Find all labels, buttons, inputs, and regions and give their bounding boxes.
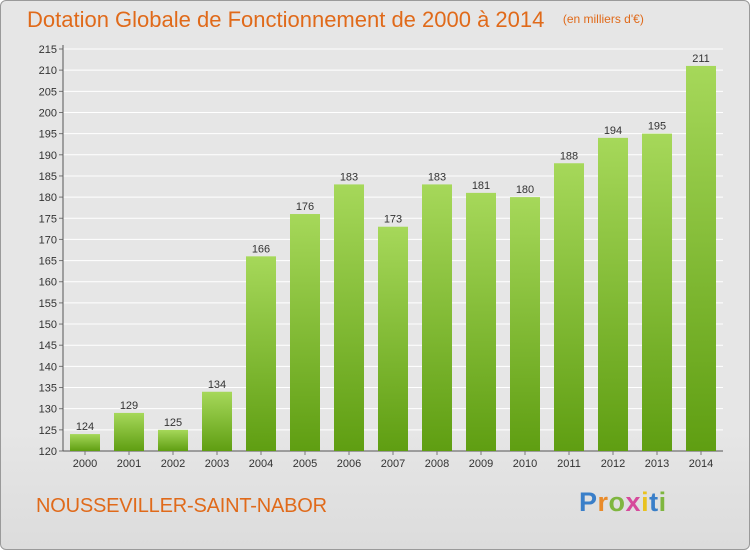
proxiti-logo: Proxiti (579, 487, 667, 517)
x-tick-label: 2011 (557, 458, 581, 470)
x-tick-label: 2008 (425, 458, 449, 470)
bar-2005 (290, 214, 320, 451)
bar-2009 (466, 192, 496, 451)
unit-note: (en milliers d'€) (562, 12, 644, 26)
data-label: 166 (252, 243, 270, 255)
bar-2007 (378, 226, 408, 451)
y-tick-label: 165 (39, 256, 57, 268)
town-name: NOUSSEVILLER-SAINT-NABOR (36, 495, 327, 517)
bar-2010 (510, 197, 540, 451)
data-label: 188 (560, 150, 578, 162)
data-label: 173 (384, 214, 402, 226)
data-label: 180 (516, 184, 534, 196)
bar-2000 (70, 434, 100, 451)
x-tick-label: 2000 (73, 458, 97, 470)
data-label: 181 (472, 180, 490, 192)
data-label: 176 (296, 201, 314, 213)
data-label: 134 (208, 379, 226, 391)
x-tick-label: 2001 (117, 458, 141, 470)
bar-2014 (686, 65, 716, 451)
bar-2004 (246, 256, 276, 451)
x-tick-label: 2007 (381, 458, 405, 470)
data-label: 211 (692, 53, 710, 65)
x-tick-label: 2014 (689, 458, 713, 470)
x-tick-label: 2005 (293, 458, 317, 470)
bar-2001 (114, 412, 144, 451)
y-tick-label: 215 (39, 44, 57, 56)
chart-title-row: Dotation Globale de Fonctionnement de 20… (27, 7, 644, 33)
x-tick-label: 2004 (249, 458, 273, 470)
y-tick-label: 140 (39, 361, 57, 373)
y-tick-label: 150 (39, 319, 57, 331)
labels: 2000 124 2001 129 2002 125 2003 134 2004 166 2005 1… (73, 53, 713, 470)
x-tick-label: 2003 (205, 458, 229, 470)
y-tick-label: 190 (39, 150, 57, 162)
x-tick-label: 2002 (161, 458, 185, 470)
x-tick-label: 2013 (645, 458, 669, 470)
data-label: 125 (164, 417, 182, 429)
y-tick-label: 210 (39, 65, 57, 77)
y-tick-label: 125 (39, 425, 57, 437)
bar-2012 (598, 137, 628, 451)
bar-2008 (422, 184, 452, 451)
x-tick-label: 2012 (601, 458, 625, 470)
x-tick-label: 2009 (469, 458, 493, 470)
data-label: 194 (604, 125, 622, 137)
y-tick-label: 185 (39, 171, 57, 183)
data-label: 124 (76, 421, 94, 433)
chart-title: Dotation Globale de Fonctionnement de 20… (27, 7, 545, 32)
bar-2003 (202, 391, 232, 451)
y-tick-label: 145 (39, 340, 57, 352)
bar-2013 (642, 133, 672, 451)
y-tick-label: 175 (39, 213, 57, 225)
y-tick-label: 200 (39, 107, 57, 119)
y-tick-label: 135 (39, 383, 57, 395)
bar-2011 (554, 163, 584, 451)
y-tick-label: 130 (39, 404, 57, 416)
y-tick-label: 155 (39, 298, 57, 310)
data-label: 183 (428, 171, 446, 183)
y-tick-label: 180 (39, 192, 57, 204)
y-tick-label: 170 (39, 234, 57, 246)
data-label: 195 (648, 121, 666, 133)
x-tick-label: 2010 (513, 458, 537, 470)
bars (70, 65, 716, 451)
y-tick-label: 195 (39, 129, 57, 141)
data-label: 129 (120, 400, 138, 412)
data-label: 183 (340, 171, 358, 183)
y-tick-label: 160 (39, 277, 57, 289)
x-tick-label: 2006 (337, 458, 361, 470)
y-tick-label: 205 (39, 86, 57, 98)
bar-2006 (334, 184, 364, 451)
y-tick-label: 120 (39, 446, 57, 458)
bar-2002 (158, 429, 188, 451)
